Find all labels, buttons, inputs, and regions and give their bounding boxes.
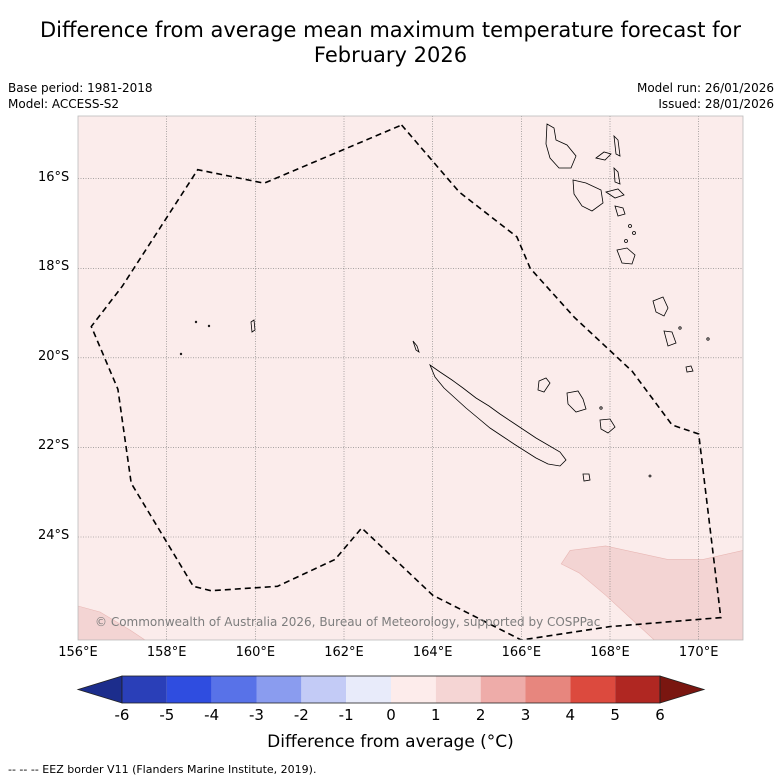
warm-anomaly-region [560, 545, 743, 640]
colorbar-tick-label: 0 [386, 706, 396, 724]
eez-footnote: -- -- -- EEZ border V11 (Flanders Marine… [8, 763, 317, 776]
map-frame [77, 115, 744, 641]
colorbar-arrow-right [659, 675, 706, 704]
issued-date: Issued: 28/01/2026 [658, 97, 774, 111]
longitude-label: 156°E [58, 645, 98, 660]
isle-of-pines [582, 473, 591, 482]
islet-8 [194, 320, 198, 324]
islet-10 [179, 352, 183, 356]
colorbar-swatch [435, 676, 481, 703]
title-line-1: Difference from average mean maximum tem… [40, 18, 741, 42]
islet-2 [632, 231, 636, 235]
colorbar-tick-label: 6 [655, 706, 665, 724]
model-name: Model: ACCESS-S2 [8, 97, 120, 111]
islet-9 [207, 324, 211, 328]
longitude-label: 168°E [590, 645, 630, 660]
latitude-label: 22°S [38, 438, 70, 454]
efate [616, 247, 636, 265]
islet-6 [599, 406, 603, 410]
longitude-label: 164°E [412, 645, 453, 660]
ambae [595, 151, 612, 161]
colorbar-tick-label: 3 [520, 706, 531, 724]
tanna [663, 330, 677, 347]
colorbar-swatch [391, 676, 436, 703]
islet-4 [678, 326, 682, 330]
belep-islands [412, 340, 420, 353]
colorbar-arrow-left [76, 675, 123, 704]
longitude-label: 170°E [678, 645, 719, 660]
colorbar-tick-label: -3 [249, 706, 264, 724]
loyalty-islands-lifou [566, 390, 587, 413]
coastlines [179, 123, 710, 482]
colorbar-swatch [570, 676, 616, 703]
colorbar-tick-label: 5 [610, 706, 620, 724]
colorbar-swatch [346, 676, 391, 703]
colorbar-tick-label: 1 [431, 706, 441, 724]
chart-title: Difference from average mean maximum tem… [0, 18, 781, 68]
longitude-label: 160°E [235, 645, 276, 660]
chesterfield-islet [250, 319, 256, 333]
erromango [652, 296, 669, 317]
copyright-notice: © Commonwealth of Australia 2026, Bureau… [95, 615, 600, 629]
colorbar-frame [121, 675, 661, 704]
title-line-2: February 2026 [313, 43, 468, 67]
latitude-label: 24°S [38, 527, 70, 543]
model-run: Model run: 26/01/2026 [636, 81, 774, 95]
colorbar-tick-label: -6 [114, 706, 130, 724]
meta-left: Base period: 1981-2018 Model: ACCESS-S2 [8, 80, 153, 112]
meta-right: Model run: 26/01/2026 Issued: 28/01/2026 [637, 80, 774, 112]
colorbar-tick-label: -2 [293, 706, 309, 724]
colorbar-swatch [256, 676, 302, 703]
colorbar-tick-label: 4 [565, 706, 576, 724]
colorbar-swatch [122, 676, 167, 703]
latitude-label: 20°S [38, 348, 70, 364]
latitude-label: 16°S [38, 169, 70, 185]
colorbar-swatch [301, 676, 347, 703]
base-period: Base period: 1981-2018 [8, 81, 153, 95]
colorbar-swatch [166, 676, 212, 703]
gridlines [78, 116, 743, 640]
longitude-label: 158°E [146, 645, 187, 660]
colorbar-tick-label: -1 [338, 706, 354, 724]
pentecost [613, 166, 621, 185]
southwest-warm-patch [78, 605, 146, 640]
islet-1 [628, 224, 632, 228]
colorbar-tick-label: -4 [204, 706, 220, 724]
colorbar-swatch [525, 676, 571, 703]
eez-border [90, 124, 722, 640]
longitude-label: 162°E [324, 645, 364, 660]
colorbar [76, 675, 706, 704]
malekula [572, 179, 604, 212]
epi [614, 205, 626, 217]
colorbar-tick-label: -5 [159, 706, 175, 724]
maewo [613, 134, 621, 157]
longitude-label: 166°E [501, 645, 542, 660]
new-caledonia-island [429, 363, 567, 467]
ambrym [605, 188, 625, 199]
colorbar-title: Difference from average (°C) [267, 732, 514, 752]
loyalty-islands-ouvea [537, 377, 551, 393]
islet-7 [648, 474, 652, 478]
espiritu-santo [545, 123, 577, 169]
latitude-label: 18°S [38, 259, 70, 275]
colorbar-swatch [615, 676, 660, 703]
colorbar-swatch [480, 676, 526, 703]
aneityum [685, 365, 694, 373]
islet-5 [706, 337, 710, 341]
colorbar-tick-label: 2 [475, 706, 486, 724]
islet-3 [624, 239, 628, 243]
loyalty-islands-mare [599, 418, 616, 434]
colorbar-swatch [211, 676, 257, 703]
